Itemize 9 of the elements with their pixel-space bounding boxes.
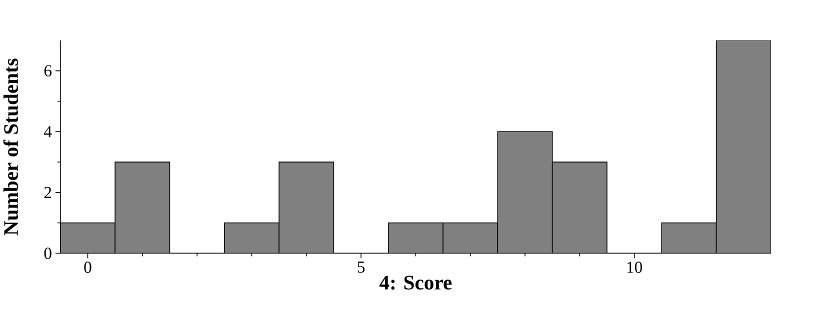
y-tick-label: 0 [44,248,52,259]
x-tick-label: 0 [84,262,92,273]
y-tick-label: 4 [44,126,52,138]
y-tick-label: 2 [44,186,52,198]
x-tick-label: 5 [358,262,365,273]
x-tick-label: 10 [627,262,642,273]
y-axis-title: Number of Students [3,58,18,236]
x-axis-title: 4: Score [380,276,452,290]
y-tick-label: 6 [44,65,52,76]
